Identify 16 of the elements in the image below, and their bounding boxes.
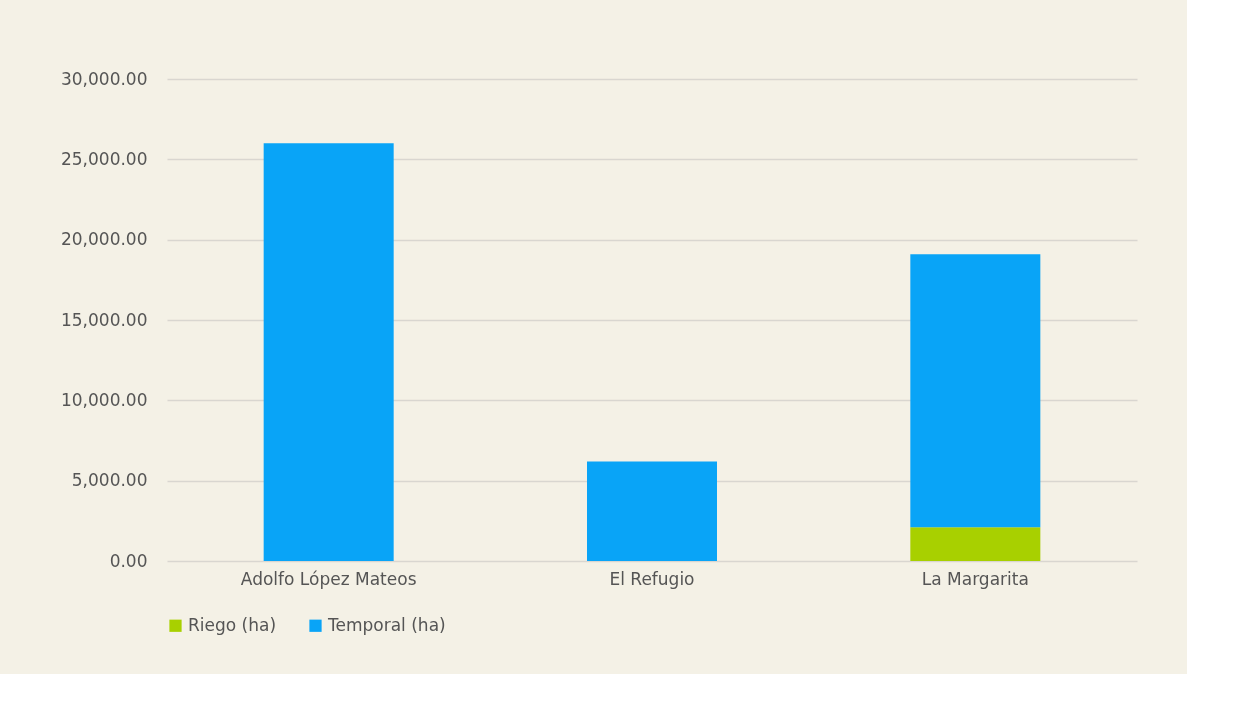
legend-label: Riego (ha)	[188, 614, 277, 635]
bar	[587, 461, 717, 561]
x-tick-label: Adolfo López Mateos	[240, 568, 417, 589]
x-tick-label: La Margarita	[921, 568, 1029, 589]
bar	[263, 143, 394, 561]
y-tick-label: 0.00	[109, 550, 148, 571]
bar	[910, 254, 1041, 528]
y-tick-label: 5,000.00	[71, 470, 148, 491]
y-tick-label: 30,000.00	[60, 68, 148, 89]
legend-label: Temporal (ha)	[327, 614, 446, 635]
y-tick-label: 10,000.00	[60, 389, 148, 410]
bar	[910, 527, 1041, 561]
x-tick-label: El Refugio	[609, 568, 695, 589]
y-tick-label: 15,000.00	[60, 309, 148, 330]
y-tick-label: 25,000.00	[60, 148, 148, 169]
y-tick-label: 20,000.00	[60, 229, 148, 250]
